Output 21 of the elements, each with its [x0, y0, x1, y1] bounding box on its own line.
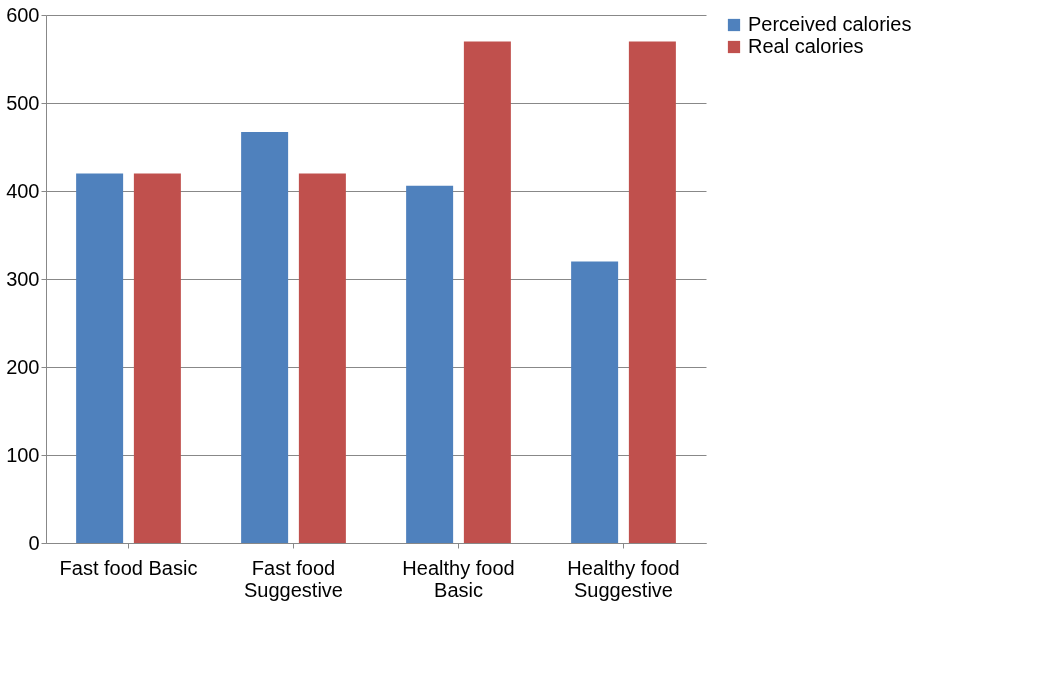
bar — [298, 173, 346, 543]
bar — [406, 185, 454, 543]
y-tick-label: 300 — [6, 267, 40, 290]
legend-label: Perceived calories — [748, 13, 912, 35]
y-tick-label: 200 — [6, 355, 40, 378]
legend-label: Real calories — [748, 35, 864, 57]
y-tick-label: 400 — [6, 179, 40, 202]
bar — [241, 132, 289, 543]
bar — [571, 261, 619, 543]
x-tick-label: Healthy food Basic — [402, 556, 515, 601]
bar — [76, 173, 124, 543]
bar — [463, 41, 511, 543]
x-tick-label: Fast food Basic — [59, 556, 198, 579]
x-tick-label: Healthy food Suggestive — [567, 556, 680, 601]
y-tick-label: 600 — [6, 3, 40, 26]
x-tick-label: Fast food Suggestive — [244, 556, 343, 601]
y-tick-label: 500 — [6, 91, 40, 114]
y-tick-label: 100 — [6, 443, 40, 466]
bar — [133, 173, 181, 543]
bar — [628, 41, 676, 543]
y-tick-label: 0 — [28, 531, 40, 554]
